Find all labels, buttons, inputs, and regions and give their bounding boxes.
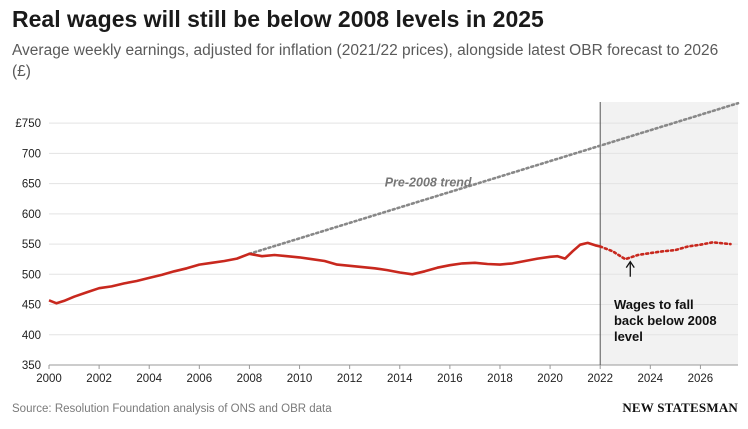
x-tick-label: 2006 bbox=[187, 373, 213, 385]
y-tick-label: 650 bbox=[22, 179, 41, 191]
forecast-annotation-line-2: back below 2008 bbox=[614, 313, 717, 328]
y-tick-label: 400 bbox=[22, 330, 41, 342]
series-pre-2008-trend bbox=[248, 101, 740, 256]
y-axis-ticks: £750 700 650 600 550 500 450 400 350 bbox=[15, 118, 41, 372]
x-tick-label: 2016 bbox=[437, 373, 463, 385]
x-tick-label: 2000 bbox=[36, 373, 62, 385]
forecast-shaded-region bbox=[600, 102, 738, 365]
x-tick-label: 2014 bbox=[387, 373, 413, 385]
x-tick-label: 2002 bbox=[86, 373, 112, 385]
chart-title: Real wages will still be below 2008 leve… bbox=[12, 6, 544, 32]
y-tick-label: 350 bbox=[22, 360, 41, 372]
y-tick-label: 550 bbox=[22, 239, 41, 251]
y-tick-label: 700 bbox=[22, 148, 41, 160]
chart-subtitle: Average weekly earnings, adjusted for in… bbox=[12, 42, 719, 80]
brand-logo: NEW STATESMAN bbox=[622, 400, 738, 415]
source-note: Source: Resolution Foundation analysis o… bbox=[12, 403, 332, 415]
x-tick-label: 2024 bbox=[638, 373, 664, 385]
y-tick-label: 500 bbox=[22, 269, 41, 281]
annotation-arrow-head bbox=[625, 260, 635, 268]
x-tick-label: 2010 bbox=[287, 373, 313, 385]
y-tick-label: 600 bbox=[22, 209, 41, 221]
x-tick-label: 2022 bbox=[587, 373, 613, 385]
x-axis-ticks: 2000 2002 2004 2006 2008 2010 2012 2014 2016 2018… bbox=[36, 365, 713, 385]
series-forecast-wages bbox=[598, 240, 732, 261]
gridlines bbox=[49, 122, 738, 366]
y-tick-label: 450 bbox=[22, 300, 41, 312]
x-tick-label: 2004 bbox=[136, 373, 162, 385]
x-tick-label: 2008 bbox=[237, 373, 263, 385]
forecast-annotation-line-3: level bbox=[614, 329, 643, 344]
y-tick-label: £750 bbox=[15, 118, 41, 130]
forecast-annotation-line-1: Wages to fall bbox=[614, 297, 694, 312]
x-tick-label: 2018 bbox=[487, 373, 513, 385]
trend-annotation: Pre-2008 trend bbox=[385, 176, 472, 190]
series-actual-wages bbox=[48, 241, 601, 305]
x-tick-label: 2026 bbox=[688, 373, 714, 385]
x-tick-label: 2020 bbox=[537, 373, 563, 385]
x-tick-label: 2012 bbox=[337, 373, 363, 385]
